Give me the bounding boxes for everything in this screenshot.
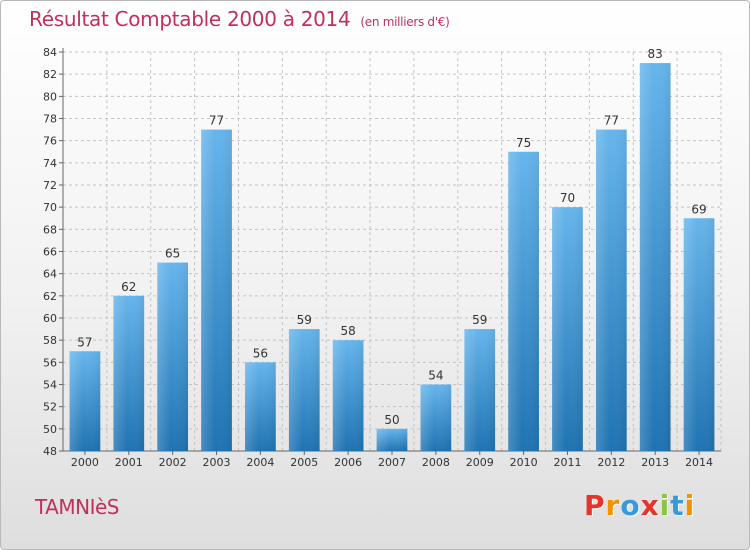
y-tick-label: 58 <box>43 334 57 347</box>
x-tick-label-2001: 2001 <box>115 456 143 469</box>
logo-letter: o <box>620 489 641 522</box>
x-tick-label-2005: 2005 <box>290 456 318 469</box>
value-label-2004: 56 <box>253 346 268 360</box>
chart-unit: (en milliers d'€) <box>360 15 450 29</box>
x-tick-label-2008: 2008 <box>422 456 450 469</box>
value-label-2014: 69 <box>691 202 706 216</box>
y-tick-label: 62 <box>43 290 57 303</box>
x-tick-label-2006: 2006 <box>334 456 362 469</box>
value-label-2006: 58 <box>340 324 355 338</box>
bar-highlight <box>288 329 320 451</box>
logo-letter: t <box>670 489 685 522</box>
y-tick-label: 66 <box>43 246 57 259</box>
axis-layer: 48 50 52 54 56 58 60 62 64 66 68 70 72 74 76 78 80 82 84 20… <box>43 46 721 469</box>
y-tick-label: 82 <box>43 68 57 81</box>
value-label-2007: 50 <box>384 413 399 427</box>
chart-title-text: Résultat Comptable 2000 à 2014 <box>29 7 351 31</box>
proxiti-logo[interactable]: Proxiti <box>584 489 695 522</box>
bar-highlight <box>595 129 627 452</box>
value-label-2012: 77 <box>604 114 619 128</box>
y-tick-label: 84 <box>43 46 57 59</box>
bar-highlight <box>639 63 671 451</box>
bar-highlight <box>508 151 539 451</box>
chart-title: Résultat Comptable 2000 à 2014 (en millie… <box>29 7 450 31</box>
value-label-2000: 57 <box>77 335 92 349</box>
x-tick-label-2003: 2003 <box>203 456 231 469</box>
bar-highlight <box>201 129 232 452</box>
commune-name: TAMNIèS <box>35 495 119 519</box>
x-tick-label-2010: 2010 <box>510 456 538 469</box>
logo-letter: r <box>605 489 621 522</box>
y-tick-label: 76 <box>43 135 57 148</box>
value-label-2008: 54 <box>428 369 443 383</box>
y-tick-label: 74 <box>43 157 57 170</box>
value-label-2009: 59 <box>472 313 487 327</box>
y-tick-label: 50 <box>43 423 57 436</box>
bar-layer <box>69 63 715 452</box>
y-tick-label: 54 <box>43 379 57 392</box>
bar-highlight <box>420 384 452 451</box>
bar-highlight <box>113 295 145 451</box>
label-layer: 57 62 65 77 56 59 58 50 54 59 75 70 77 83 69 <box>77 47 706 427</box>
bar-highlight <box>683 218 715 451</box>
y-tick-label: 70 <box>43 201 57 214</box>
y-tick-label: 80 <box>43 90 57 103</box>
y-tick-label: 48 <box>43 445 57 458</box>
y-tick-label: 72 <box>43 179 57 192</box>
bar-highlight <box>332 340 364 451</box>
y-tick-label: 60 <box>43 312 57 325</box>
logo-letter: x <box>640 489 660 522</box>
x-tick-label-2012: 2012 <box>597 456 625 469</box>
y-tick-label: 64 <box>43 268 57 281</box>
x-tick-label-2007: 2007 <box>378 456 406 469</box>
x-tick-label-2011: 2011 <box>553 456 581 469</box>
x-tick-label-2004: 2004 <box>246 456 274 469</box>
bar-highlight <box>464 329 496 451</box>
value-label-2005: 59 <box>297 313 312 327</box>
bar-highlight <box>376 428 408 451</box>
bar-highlight <box>245 362 276 451</box>
x-tick-label-2009: 2009 <box>466 456 494 469</box>
x-tick-label-2013: 2013 <box>641 456 669 469</box>
bar-highlight <box>69 351 101 451</box>
x-tick-label-2000: 2000 <box>71 456 99 469</box>
x-tick-label-2002: 2002 <box>159 456 187 469</box>
logo-letter: P <box>584 489 606 522</box>
y-tick-label: 56 <box>43 356 57 369</box>
logo-letter: i <box>684 489 696 522</box>
value-label-2011: 70 <box>560 191 575 205</box>
value-label-2001: 62 <box>121 280 136 294</box>
bar-highlight <box>157 262 189 451</box>
y-tick-label: 68 <box>43 223 57 236</box>
bar-highlight <box>552 207 583 451</box>
y-tick-label: 78 <box>43 113 57 126</box>
value-label-2010: 75 <box>516 136 531 150</box>
value-label-2013: 83 <box>648 47 663 61</box>
x-tick-label-2014: 2014 <box>685 456 713 469</box>
value-label-2003: 77 <box>209 114 224 128</box>
value-label-2002: 65 <box>165 247 180 261</box>
logo-letter: i <box>659 489 671 522</box>
y-tick-label: 52 <box>43 401 57 414</box>
